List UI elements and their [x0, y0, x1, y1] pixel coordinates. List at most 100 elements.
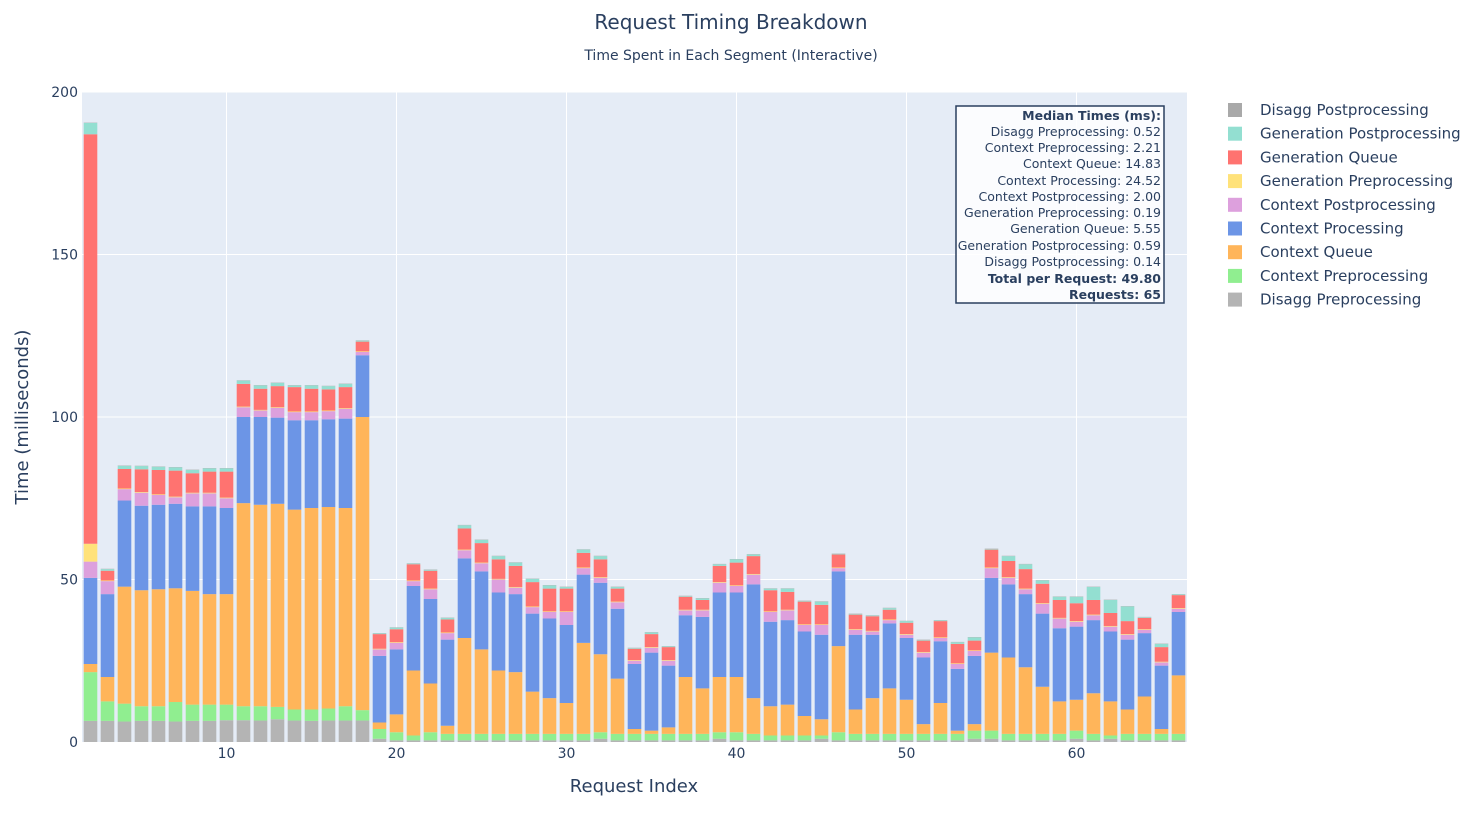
bar-segment[interactable]: Context Postprocessing @ 37: 1.5 — [678, 610, 693, 616]
bar-segment[interactable]: Context Processing @ 14: 27.5 — [287, 420, 302, 510]
bar-segment[interactable]: Context Queue @ 30: 9.5 — [559, 703, 574, 734]
bar-segment[interactable]: Context Queue @ 9: 34 — [202, 594, 217, 705]
bar-segment[interactable]: Generation Queue @ 29: 7 — [542, 588, 557, 612]
bar-segment[interactable]: Context Postprocessing @ 52: 1 — [933, 638, 948, 642]
bar-segment[interactable]: Context Preprocessing @ 3: 6 — [100, 701, 115, 721]
bar-segment[interactable]: Context Postprocessing @ 61: 1.5 — [1086, 615, 1101, 621]
bar-segment[interactable]: Generation Queue @ 61: 4.5 — [1086, 599, 1101, 615]
bar-segment[interactable]: Generation Queue @ 31: 4.5 — [576, 552, 591, 568]
bar-segment[interactable]: Generation Preprocessing @ 12: 0.2 — [253, 409, 268, 411]
bar-segment[interactable]: Context Processing @ 43: 26 — [780, 620, 795, 705]
bar-segment[interactable]: Generation Preprocessing @ 15: 0.2 — [304, 411, 319, 413]
bar-segment[interactable]: Context Postprocessing @ 5: 4 — [134, 492, 149, 506]
bar-segment[interactable]: Generation Postprocessing @ 58: 1 — [1035, 580, 1050, 584]
bar-segment[interactable]: Context Queue @ 57: 20.5 — [1018, 667, 1033, 734]
bar-segment[interactable]: Generation Postprocessing @ 9: 1 — [202, 468, 217, 472]
bar-segment[interactable]: Disagg Preprocessing @ 41: 0.5 — [746, 740, 761, 742]
bar-segment[interactable]: Context Processing @ 38: 22 — [695, 616, 710, 689]
bar-segment[interactable]: Context Queue @ 35: 1 — [644, 730, 659, 734]
bar-segment[interactable]: Context Preprocessing @ 10: 4.8 — [219, 704, 234, 721]
bar-segment[interactable]: Generation Postprocessing @ 22: 0.3 — [423, 569, 438, 571]
bar-segment[interactable]: Disagg Preprocessing @ 14: 6.6 — [287, 720, 302, 742]
bar-segment[interactable]: Generation Preprocessing @ 33: 0.2 — [610, 601, 625, 603]
bar-segment[interactable]: Disagg Preprocessing @ 39: 1 — [712, 738, 727, 742]
bar-segment[interactable]: Context Preprocessing @ 21: 1.5 — [406, 735, 421, 741]
bar-segment[interactable]: Context Processing @ 37: 19 — [678, 615, 693, 677]
bar-segment[interactable]: Context Postprocessing @ 48: 1 — [865, 631, 880, 635]
bar-segment[interactable]: Context Postprocessing @ 6: 3 — [151, 495, 166, 505]
bar-segment[interactable]: Context Preprocessing @ 30: 2 — [559, 733, 574, 741]
bar-segment[interactable]: Generation Postprocessing @ 3: 0.5 — [100, 569, 115, 571]
bar-segment[interactable]: Context Postprocessing @ 36: 1.5 — [661, 660, 676, 666]
bar-segment[interactable]: Disagg Preprocessing @ 61: 0.5 — [1086, 740, 1101, 742]
bar-segment[interactable]: Generation Queue @ 9: 6.5 — [202, 471, 217, 493]
bar-segment[interactable]: Context Queue @ 50: 10.5 — [899, 699, 914, 734]
bar-segment[interactable]: Generation Queue @ 52: 5 — [933, 621, 948, 638]
bar-segment[interactable]: Context Postprocessing @ 7: 2 — [168, 497, 183, 504]
bar-segment[interactable]: Generation Preprocessing @ 60: 0.2 — [1069, 621, 1084, 622]
bar-segment[interactable]: Disagg Preprocessing @ 47: 0.5 — [848, 740, 863, 742]
bar-segment[interactable]: Disagg Preprocessing @ 38: 0.5 — [695, 740, 710, 742]
bar-segment[interactable]: Context Queue @ 2: 2.5 — [83, 664, 98, 673]
bar-segment[interactable]: Context Processing @ 54: 21 — [967, 655, 982, 725]
bar-segment[interactable]: Context Postprocessing @ 63: 1.5 — [1120, 634, 1135, 640]
bar-segment[interactable]: Context Postprocessing @ 23: 2 — [440, 633, 455, 640]
bar-segment[interactable]: Context Processing @ 11: 26.5 — [236, 417, 251, 504]
bar-segment[interactable]: Generation Preprocessing @ 56: 0.2 — [1001, 577, 1016, 578]
bar-segment[interactable]: Generation Preprocessing @ 27: 0.2 — [508, 586, 523, 588]
bar-segment[interactable]: Context Postprocessing @ 50: 1 — [899, 634, 914, 638]
bar-segment[interactable]: Context Processing @ 48: 19.5 — [865, 634, 880, 699]
bar-segment[interactable]: Context Processing @ 52: 19 — [933, 641, 948, 703]
bar-segment[interactable]: Generation Postprocessing @ 38: 0.5 — [695, 598, 710, 600]
bar-segment[interactable]: Context Queue @ 28: 13 — [525, 691, 540, 734]
bar-segment[interactable]: Generation Queue @ 15: 7 — [304, 388, 319, 412]
bar-segment[interactable]: Generation Postprocessing @ 26: 1 — [491, 556, 506, 560]
legend-item[interactable]: Disagg Preprocessing — [1228, 291, 1421, 309]
legend-item[interactable]: Context Postprocessing — [1228, 196, 1436, 214]
bar-segment[interactable]: Context Processing @ 30: 24 — [559, 625, 574, 703]
bar-segment[interactable]: Disagg Preprocessing @ 45: 1 — [814, 738, 829, 742]
bar-segment[interactable]: Context Processing @ 18: 19 — [355, 355, 370, 417]
bar-segment[interactable]: Context Processing @ 44: 26 — [797, 631, 812, 717]
bar-segment[interactable]: Generation Preprocessing @ 29: 0.2 — [542, 611, 557, 612]
legend-item[interactable]: Disagg Postprocessing — [1228, 101, 1429, 119]
bar-segment[interactable]: Context Queue @ 36: 2 — [661, 727, 676, 734]
bar-segment[interactable]: Disagg Preprocessing @ 31: 0.5 — [576, 740, 591, 742]
bar-segment[interactable]: Generation Preprocessing @ 30: 0.2 — [559, 611, 574, 612]
bar-segment[interactable]: Context Postprocessing @ 25: 2.5 — [474, 563, 489, 572]
bar-segment[interactable]: Generation Queue @ 62: 4 — [1103, 612, 1118, 626]
bar-segment[interactable]: Context Preprocessing @ 47: 2 — [848, 733, 863, 741]
bar-segment[interactable]: Context Queue @ 23: 2.5 — [440, 725, 455, 734]
bar-segment[interactable]: Generation Postprocessing @ 49: 0.5 — [882, 608, 897, 610]
bar-segment[interactable]: Generation Preprocessing @ 40: 0.2 — [729, 585, 744, 586]
bar-segment[interactable]: Disagg Preprocessing @ 33: 0.5 — [610, 740, 625, 742]
bar-segment[interactable]: Context Queue @ 55: 24 — [984, 652, 999, 731]
bar-segment[interactable]: Disagg Preprocessing @ 3: 6.5 — [100, 720, 115, 742]
bar-segment[interactable]: Disagg Preprocessing @ 29: 0.5 — [542, 740, 557, 742]
bar-segment[interactable]: Generation Postprocessing @ 32: 1 — [593, 556, 608, 560]
bar-segment[interactable]: Context Preprocessing @ 44: 1.5 — [797, 735, 812, 741]
bar-segment[interactable]: Generation Queue @ 63: 4 — [1120, 621, 1135, 635]
bar-segment[interactable]: Context Processing @ 16: 27 — [321, 419, 336, 508]
bar-segment[interactable]: Context Processing @ 65: 19.5 — [1154, 665, 1169, 729]
bar-segment[interactable]: Generation Preprocessing @ 19: 0.2 — [372, 648, 387, 650]
bar-segment[interactable]: Generation Postprocessing @ 53: 0.5 — [950, 642, 965, 644]
bar-segment[interactable]: Context Queue @ 51: 3 — [916, 724, 931, 734]
bar-segment[interactable]: Generation Postprocessing @ 17: 1 — [338, 383, 353, 388]
bar-segment[interactable]: Context Processing @ 9: 27 — [202, 506, 217, 595]
bar-segment[interactable]: Context Processing @ 35: 24 — [644, 652, 659, 731]
legend-item[interactable]: Context Preprocessing — [1228, 267, 1428, 285]
bar-segment[interactable]: Context Processing @ 31: 21 — [576, 574, 591, 643]
bar-segment[interactable]: Context Processing @ 28: 24 — [525, 613, 540, 692]
bar-segment[interactable]: Context Queue @ 48: 11 — [865, 698, 880, 734]
bar-segment[interactable]: Generation Postprocessing @ 40: 1 — [729, 559, 744, 563]
bar-segment[interactable]: Context Preprocessing @ 16: 3.7 — [321, 708, 336, 721]
bar-segment[interactable]: Context Preprocessing @ 20: 2.5 — [389, 732, 404, 741]
bar-segment[interactable]: Context Queue @ 19: 2 — [372, 722, 387, 730]
bar-segment[interactable]: Context Processing @ 27: 24 — [508, 594, 523, 673]
bar-segment[interactable]: Context Preprocessing @ 27: 2 — [508, 733, 523, 741]
bar-segment[interactable]: Generation Preprocessing @ 28: 0.2 — [525, 606, 540, 608]
bar-segment[interactable]: Context Preprocessing @ 46: 2.5 — [831, 732, 846, 741]
bar-segment[interactable]: Context Postprocessing @ 13: 3 — [270, 407, 285, 418]
bar-segment[interactable]: Generation Postprocessing @ 13: 1 — [270, 382, 285, 387]
